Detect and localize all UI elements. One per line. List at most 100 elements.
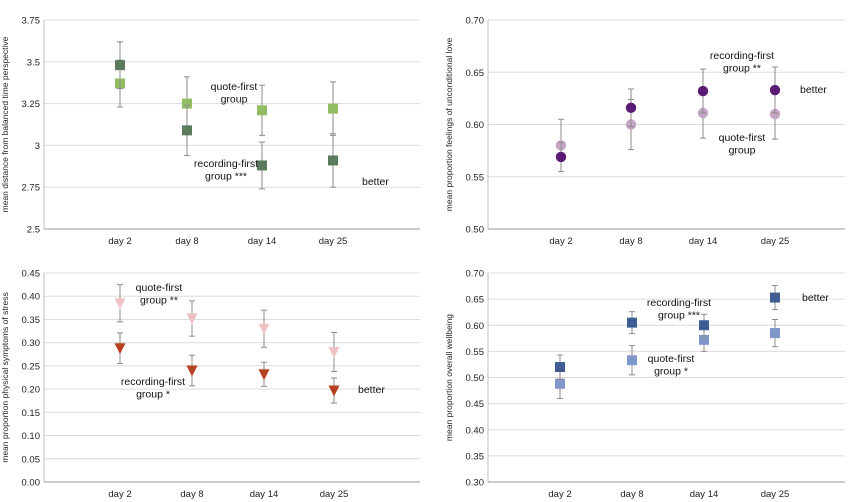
annotation: quote-first group ** <box>136 282 183 307</box>
annotation: better <box>362 176 389 188</box>
annotation-line: recording-first <box>710 50 774 62</box>
data-point <box>115 60 125 71</box>
annotation-line: better <box>802 292 829 304</box>
y-tick-label: 0.35 <box>22 315 41 326</box>
annotation-line: quote-first <box>719 132 766 144</box>
annotation: recording-first group *** <box>647 297 711 322</box>
data-point <box>257 105 267 116</box>
annotation-line: better <box>362 176 389 188</box>
data-point <box>555 151 567 163</box>
y-tick-label: 0.70 <box>466 16 485 27</box>
x-tick-label: day 8 <box>175 236 198 247</box>
y-tick-label: 0.10 <box>22 431 41 442</box>
y-axis-label: mean proportion physical symptoms of str… <box>0 292 10 463</box>
panel-wellbeing: 0.30 0.35 0.40 0.45 0.50 0.55 0.60 0.65 0.70 day … <box>444 269 845 500</box>
annotation-line: quote-first <box>211 81 258 93</box>
x-tick-label: day 8 <box>180 489 203 500</box>
data-point <box>627 355 637 366</box>
y-tick-label: 0.15 <box>22 408 41 419</box>
data-point <box>769 84 781 96</box>
y-tick-label: 3.5 <box>27 57 40 68</box>
y-axis-label: mean distance from balanced time perspec… <box>0 36 10 212</box>
y-tick-label: 0.25 <box>22 361 41 372</box>
data-point <box>770 328 780 339</box>
data-point <box>328 346 340 358</box>
x-tick-label: day 2 <box>549 236 572 247</box>
data-point <box>182 125 192 136</box>
x-tick-label: day 25 <box>761 236 790 247</box>
y-tick-label: 0.55 <box>466 172 485 183</box>
annotation-line: group ** <box>140 295 178 307</box>
y-tick-label: 0.50 <box>466 225 485 236</box>
data-point <box>627 317 637 328</box>
y-tick-label: 0.35 <box>466 451 485 462</box>
data-point <box>625 102 637 113</box>
x-tick-label: day 2 <box>548 489 571 500</box>
annotation-line: better <box>800 84 827 96</box>
panel-unconditional-love: 0.50 0.55 0.60 0.65 0.70 day 2 day 8 day 14 day … <box>444 16 845 247</box>
y-tick-label: 0.05 <box>22 454 41 465</box>
annotation-line: group * <box>136 389 170 401</box>
y-tick-label: 3 <box>35 141 40 152</box>
annotation-line: group * <box>654 366 688 378</box>
annotation: recording-first group * <box>121 376 185 401</box>
y-tick-label: 0.40 <box>22 292 41 303</box>
annotation-line: recording-first <box>194 158 258 170</box>
data-point <box>258 323 270 335</box>
x-tick-label: day 8 <box>619 236 642 247</box>
annotation: recording-first group ** <box>710 50 774 75</box>
y-axis-label: mean proportion feelings of unconditiona… <box>444 38 454 212</box>
x-tick-label: day 14 <box>689 236 718 247</box>
panel-time-perspective: 2.5 2.75 3 3.25 3.5 3.75 day 2 day 8 day 14 day 2… <box>0 16 420 247</box>
data-point <box>328 103 338 114</box>
annotation-line: better <box>358 384 385 396</box>
data-point <box>258 369 270 381</box>
y-tick-label: 0.60 <box>466 120 485 131</box>
y-tick-label: 3.25 <box>22 99 41 110</box>
annotation: quote-first group <box>211 81 258 106</box>
data-point <box>182 98 192 109</box>
y-tick-label: 0.30 <box>22 338 41 349</box>
x-tick-label: day 8 <box>620 489 643 500</box>
y-tick-label: 0.50 <box>466 373 485 384</box>
data-point <box>699 334 709 345</box>
annotation: quote-first group <box>719 132 766 157</box>
panel-stress-symptoms: 0.00 0.05 0.10 0.15 0.20 0.25 0.30 0.35 0.40 0.45… <box>0 269 420 500</box>
y-tick-label: 2.5 <box>27 225 40 236</box>
x-tick-label: day 25 <box>320 489 349 500</box>
y-axis-label: mean proportion overall wellbeing <box>444 314 454 441</box>
y-tick-label: 0.60 <box>466 321 485 332</box>
x-tick-label: day 25 <box>319 236 348 247</box>
annotation-line: recording-first <box>121 376 185 388</box>
data-point <box>328 155 338 166</box>
x-tick-label: day 2 <box>108 489 131 500</box>
y-tick-label: 0.65 <box>466 68 485 79</box>
data-point <box>555 362 565 373</box>
data-point <box>697 85 709 97</box>
data-point <box>114 343 126 355</box>
data-point <box>699 320 709 331</box>
annotation-line: group *** <box>658 310 700 322</box>
annotation-line: group *** <box>205 171 247 183</box>
data-point <box>769 108 781 120</box>
annotation-line: group <box>221 94 248 106</box>
y-tick-label: 0.55 <box>466 347 485 358</box>
x-tick-label: day 14 <box>250 489 279 500</box>
annotation-line: group ** <box>723 63 761 75</box>
annotation: better <box>358 384 385 396</box>
annotation-line: quote-first <box>648 353 695 365</box>
y-tick-label: 2.75 <box>22 183 41 194</box>
annotation-line: quote-first <box>136 282 183 294</box>
annotation-line: group <box>729 145 756 157</box>
data-point <box>186 365 198 377</box>
x-tick-label: day 2 <box>108 236 131 247</box>
y-tick-label: 0.70 <box>466 269 485 280</box>
data-point <box>328 385 340 397</box>
data-point <box>555 378 565 389</box>
annotation-line: recording-first <box>647 297 711 309</box>
annotation: better <box>800 84 827 96</box>
data-point <box>257 160 267 171</box>
data-point <box>114 298 126 310</box>
y-tick-label: 0.00 <box>22 478 41 489</box>
